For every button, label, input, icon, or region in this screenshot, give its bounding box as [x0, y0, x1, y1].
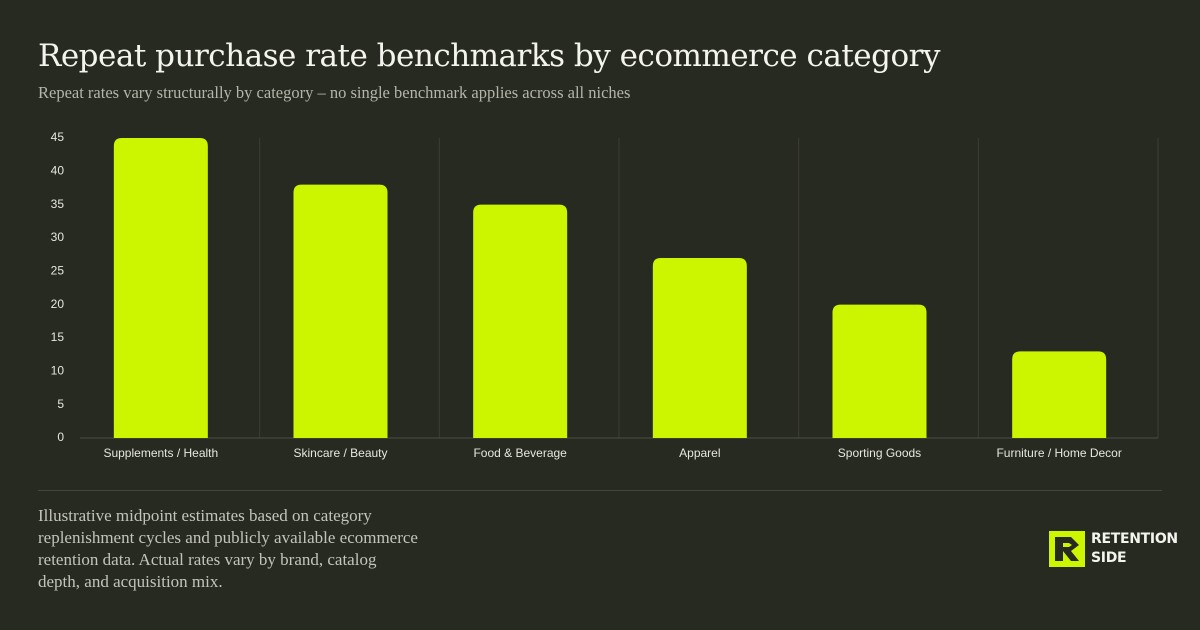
bar — [293, 184, 388, 438]
y-tick-label: 30 — [51, 230, 65, 244]
y-tick-label: 40 — [51, 164, 65, 178]
x-tick-label: Skincare / Beauty — [293, 446, 387, 460]
logo-line: SIDE — [1091, 550, 1127, 566]
bar — [832, 304, 927, 438]
logo: RETENTION SIDE — [1049, 530, 1178, 568]
bar — [113, 138, 208, 438]
chart: 0 5 10 15 20 25 30 35 40 45 Supplements / Health Sk… — [51, 130, 1159, 460]
logo-icon — [1049, 531, 1085, 567]
chart-title: Repeat purchase rate benchmarks by ecomm… — [38, 38, 941, 74]
footnote: Illustrative midpoint estimates based on… — [38, 506, 418, 591]
y-tick-label: 0 — [57, 430, 64, 444]
y-tick-label: 25 — [51, 264, 65, 278]
y-tick-label: 10 — [51, 364, 65, 378]
y-tick-label: 15 — [51, 330, 65, 344]
y-tick-label: 20 — [51, 297, 65, 311]
y-tick-label: 35 — [51, 197, 65, 211]
x-tick-label: Food & Beverage — [473, 446, 567, 460]
divider — [38, 490, 1162, 491]
x-tick-label: Sporting Goods — [838, 446, 921, 460]
y-tick-label: 45 — [51, 130, 65, 144]
x-tick-label: Supplements / Health — [103, 446, 218, 460]
y-tick-label: 5 — [57, 397, 64, 411]
bar — [652, 258, 747, 438]
logo-line: RETENTION — [1091, 531, 1178, 547]
x-tick-label: Furniture / Home Decor — [996, 446, 1121, 460]
bar — [1012, 351, 1107, 438]
bar — [473, 204, 568, 438]
x-tick-label: Apparel — [679, 446, 720, 460]
logo-text: RETENTION SIDE — [1091, 530, 1178, 568]
chart-subtitle: Repeat rates vary structurally by catego… — [38, 83, 631, 102]
